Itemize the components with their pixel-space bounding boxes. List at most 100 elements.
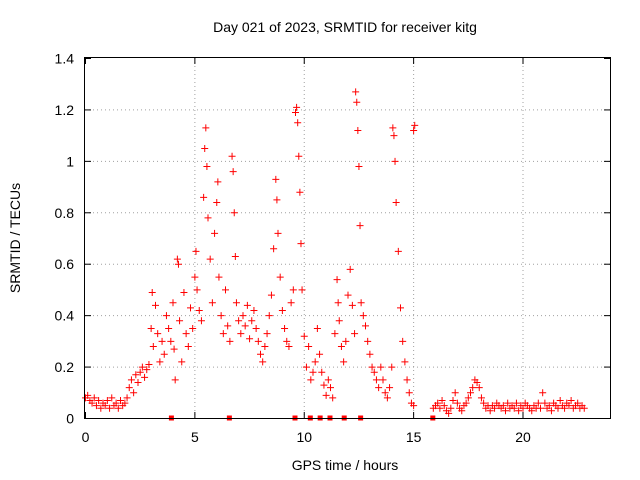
data-point	[372, 376, 380, 384]
data-point	[403, 376, 411, 384]
data-point	[197, 317, 205, 325]
data-point	[160, 350, 168, 358]
data-point	[241, 322, 249, 330]
data-point	[316, 350, 324, 358]
data-point	[368, 363, 376, 371]
data-point	[356, 222, 364, 230]
data-point	[359, 312, 367, 320]
data-point	[292, 109, 299, 116]
data-point	[438, 397, 446, 404]
data-point	[405, 389, 413, 397]
data-point	[320, 381, 328, 389]
data-point	[565, 402, 573, 410]
data-point	[158, 337, 166, 345]
data-point	[342, 337, 350, 345]
y-tick-label: 0.4	[55, 308, 75, 324]
data-point	[278, 307, 286, 314]
data-point	[173, 255, 181, 263]
data-point	[545, 402, 553, 410]
data-point	[561, 404, 569, 412]
data-point	[355, 163, 363, 170]
data-point	[322, 391, 330, 399]
data-point	[392, 199, 400, 206]
data-point	[445, 409, 453, 417]
data-point	[411, 121, 419, 129]
data-point	[117, 397, 124, 404]
data-point	[156, 358, 164, 366]
data-point	[344, 291, 352, 299]
data-point	[335, 317, 343, 325]
data-point	[257, 350, 264, 358]
data-point	[274, 229, 282, 237]
data-point	[92, 402, 100, 410]
data-point	[329, 394, 337, 402]
data-point	[295, 152, 303, 160]
data-point	[389, 124, 397, 132]
data-point	[154, 330, 162, 338]
data-points	[82, 88, 588, 417]
plot-frame	[84, 57, 611, 419]
data-point	[364, 337, 372, 345]
data-point	[134, 379, 142, 386]
data-point	[88, 399, 96, 407]
data-point	[229, 168, 237, 176]
data-point	[228, 152, 236, 160]
data-point	[348, 301, 356, 309]
data-point	[243, 301, 251, 309]
data-point	[528, 407, 536, 415]
data-point	[334, 299, 342, 307]
data-point	[90, 394, 98, 402]
data-point	[285, 343, 293, 350]
data-point	[213, 199, 221, 206]
data-point	[200, 193, 208, 201]
data-point	[515, 407, 523, 415]
data-point	[386, 384, 394, 392]
y-axis-ticks: 0 0.2 0.4 0.6 0.8 1 1.2 1.4	[55, 51, 610, 427]
data-point	[108, 394, 116, 402]
data-point	[410, 402, 418, 410]
data-point	[147, 325, 155, 332]
data-point	[170, 345, 178, 353]
data-point	[130, 389, 138, 397]
data-point	[510, 404, 518, 412]
x-axis-label: GPS time / hours	[292, 457, 399, 473]
data-point	[379, 376, 387, 384]
data-point	[294, 119, 302, 127]
data-point	[547, 407, 555, 415]
data-point	[352, 88, 360, 96]
data-point	[263, 330, 271, 338]
data-point	[331, 330, 339, 338]
data-point	[148, 289, 156, 296]
x-tick-label: 20	[515, 429, 531, 445]
data-point	[203, 163, 211, 170]
data-point	[574, 399, 582, 407]
data-point	[512, 399, 520, 407]
data-point	[539, 389, 547, 397]
data-point	[537, 404, 544, 412]
y-tick-label: 1	[66, 153, 74, 169]
x-axis-ticks: 0 5 10 15 20	[82, 58, 531, 445]
data-point	[95, 397, 103, 404]
data-point	[337, 343, 345, 350]
data-point	[351, 330, 359, 338]
data-point	[252, 325, 260, 332]
data-point	[296, 188, 304, 196]
data-point	[354, 127, 362, 134]
data-point	[259, 358, 267, 366]
data-point	[458, 407, 466, 415]
data-point	[313, 325, 321, 332]
data-point	[174, 260, 182, 268]
data-point	[201, 145, 209, 152]
data-point	[254, 337, 262, 345]
data-point	[232, 299, 240, 307]
data-point	[169, 299, 177, 307]
data-point	[143, 366, 151, 374]
data-point	[473, 379, 481, 386]
data-point	[224, 322, 232, 330]
data-point	[270, 245, 278, 253]
data-point	[230, 209, 238, 217]
data-point	[226, 337, 234, 345]
data-point	[556, 397, 564, 404]
data-point	[208, 299, 216, 307]
